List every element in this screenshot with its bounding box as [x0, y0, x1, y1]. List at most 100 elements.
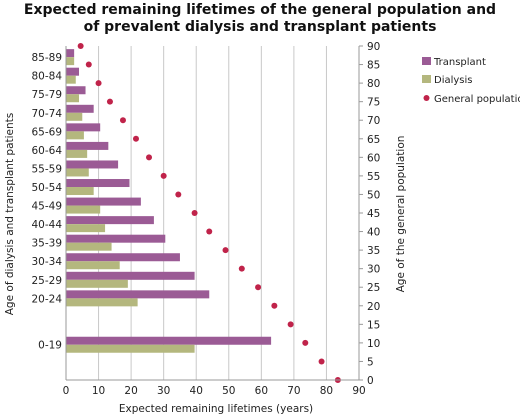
bar-dialysis-60-64 — [66, 149, 88, 158]
point-general-population-age-90 — [77, 43, 84, 49]
legend-swatch-dialysis — [422, 75, 431, 83]
right-tick-label-0: 0 — [367, 375, 374, 387]
bar-transplant-85-89 — [66, 49, 75, 58]
point-general-population-age-55 — [160, 172, 167, 179]
x-tick-label-50: 50 — [222, 385, 235, 397]
x-tick-label-70: 70 — [287, 385, 300, 397]
right-tick-label-70: 70 — [367, 115, 380, 127]
x-tick-label-0: 0 — [63, 385, 70, 397]
x-tick-label-40: 40 — [190, 385, 203, 397]
bar-dialysis-80-84 — [66, 75, 76, 84]
category-label-80-84: 80-84 — [31, 71, 62, 83]
bar-dialysis-45-49 — [66, 205, 101, 214]
category-label-30-34: 30-34 — [31, 256, 62, 268]
chart-title: Expected remaining lifetimes of the gene… — [0, 2, 520, 36]
point-general-population-age-25 — [255, 284, 262, 291]
legend-swatch-transplant — [422, 57, 431, 65]
point-general-population-age-5 — [318, 358, 325, 365]
bar-transplant-80-84 — [66, 67, 80, 76]
category-label-50-54: 50-54 — [31, 182, 62, 194]
bar-dialysis-50-54 — [66, 187, 94, 196]
category-label-45-49: 45-49 — [31, 201, 62, 213]
category-label-85-89: 85-89 — [31, 52, 62, 64]
left-axis-label: Age of dialysis and transplant patients — [4, 113, 16, 316]
point-general-population-age-60 — [146, 154, 153, 161]
right-tick-label-5: 5 — [367, 356, 374, 368]
legend-label-general-population: General population — [434, 94, 520, 105]
point-general-population-age-30 — [238, 265, 245, 272]
category-label-40-44: 40-44 — [31, 219, 62, 231]
point-general-population-age-75 — [106, 98, 113, 105]
bars — [66, 49, 272, 353]
bar-transplant-35-39 — [66, 234, 166, 243]
chart-title-line-2: of prevalent dialysis and transplant pat… — [83, 19, 437, 35]
x-tick-label-30: 30 — [157, 385, 170, 397]
category-label-25-29: 25-29 — [31, 275, 62, 287]
bar-transplant-70-74 — [66, 104, 94, 113]
category-label-70-74: 70-74 — [31, 108, 62, 120]
legend: Transplant Dialysis General population — [422, 57, 520, 105]
right-tick-label-90: 90 — [367, 41, 380, 53]
point-general-population-age-40 — [206, 228, 213, 235]
bar-dialysis-40-44 — [66, 224, 106, 233]
chart-title-line-1: Expected remaining lifetimes of the gene… — [23, 2, 497, 18]
x-axis-label: Expected remaining lifetimes (years) — [119, 403, 313, 415]
point-general-population-age-35 — [222, 247, 229, 254]
right-tick-label-10: 10 — [367, 338, 380, 350]
bar-dialysis-25-29 — [66, 279, 128, 288]
bar-dialysis-20-24 — [66, 298, 138, 307]
x-tick-label-20: 20 — [124, 385, 137, 397]
right-tick-label-15: 15 — [367, 319, 380, 331]
right-tick-label-20: 20 — [367, 301, 380, 313]
right-tick-label-80: 80 — [367, 78, 380, 90]
axes: 0 10 20 30 40 50 60 70 80 90051015202530354045505… — [31, 41, 380, 397]
right-tick-label-65: 65 — [367, 134, 380, 146]
right-axis-label: Age of the general population — [395, 136, 407, 293]
category-label-35-39: 35-39 — [31, 238, 62, 250]
right-tick-label-55: 55 — [367, 171, 380, 183]
bar-transplant-50-54 — [66, 179, 130, 188]
bar-transplant-0-19 — [66, 336, 272, 345]
legend-swatch-general-population — [423, 95, 430, 101]
right-tick-label-35: 35 — [367, 245, 380, 257]
category-label-20-24: 20-24 — [31, 293, 62, 305]
category-label-60-64: 60-64 — [31, 145, 62, 157]
category-label-55-59: 55-59 — [31, 163, 62, 175]
bar-transplant-20-24 — [66, 290, 210, 299]
bar-transplant-25-29 — [66, 271, 195, 280]
category-label-0-19: 0-19 — [38, 340, 62, 352]
bar-dialysis-85-89 — [66, 57, 75, 66]
category-label-65-69: 65-69 — [31, 126, 62, 138]
point-general-population-age-70 — [119, 117, 126, 124]
right-tick-label-85: 85 — [367, 60, 380, 72]
legend-label-transplant: Transplant — [433, 57, 486, 68]
legend-label-dialysis: Dialysis — [434, 75, 473, 86]
point-general-population-age-15 — [287, 321, 294, 328]
right-tick-label-60: 60 — [367, 152, 380, 164]
point-general-population-age-85 — [85, 61, 92, 68]
right-tick-label-75: 75 — [367, 97, 380, 109]
bar-transplant-45-49 — [66, 197, 141, 206]
x-tick-label-10: 10 — [92, 385, 105, 397]
bar-dialysis-35-39 — [66, 242, 112, 251]
bar-transplant-40-44 — [66, 216, 154, 225]
point-general-population-age-65 — [132, 135, 139, 142]
point-general-population-age-45 — [191, 210, 198, 216]
right-tick-label-40: 40 — [367, 227, 380, 239]
bar-dialysis-55-59 — [66, 168, 89, 177]
point-general-population-age-20 — [271, 302, 278, 309]
bar-transplant-30-34 — [66, 253, 180, 262]
x-tick-label-60: 60 — [255, 385, 268, 397]
general-population-points — [77, 43, 341, 383]
point-general-population-age-80 — [95, 80, 102, 87]
point-general-population-age-10 — [302, 339, 309, 346]
x-tick-label-80: 80 — [320, 385, 333, 397]
x-tick-label-90: 90 — [352, 385, 365, 397]
bar-transplant-65-69 — [66, 123, 101, 132]
right-tick-label-45: 45 — [367, 208, 380, 220]
bar-transplant-75-79 — [66, 86, 86, 95]
right-tick-label-30: 30 — [367, 264, 380, 276]
gridlines — [98, 46, 360, 380]
category-label-75-79: 75-79 — [31, 89, 62, 101]
